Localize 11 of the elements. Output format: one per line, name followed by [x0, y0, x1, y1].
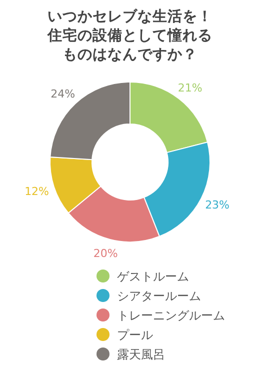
chart-title: いつかセレブな生活を！住宅の設備として憧れるものはなんですか？	[46, 8, 214, 65]
legend-label: シアタールーム	[117, 289, 201, 303]
legend-label: トレーニングルーム	[117, 308, 225, 322]
legend-label: プール	[117, 328, 153, 342]
legend-label: ゲストルーム	[117, 270, 189, 284]
data-label: 23%	[205, 198, 230, 212]
data-label: 21%	[178, 82, 202, 95]
data-label: 12%	[24, 185, 50, 198]
data-label: 20%	[93, 247, 118, 260]
data-label: 24%	[50, 88, 76, 100]
legend-label: 露天風呂	[117, 348, 165, 362]
